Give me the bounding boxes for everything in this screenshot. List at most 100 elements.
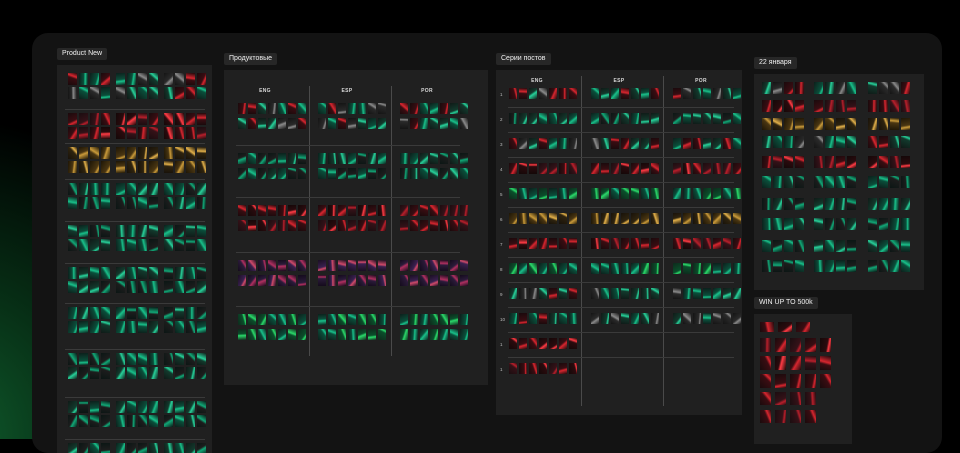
post-thumbnail[interactable]: [368, 275, 376, 286]
post-thumbnail[interactable]: [814, 198, 823, 210]
post-thumbnail[interactable]: [164, 321, 173, 333]
post-thumbnail[interactable]: [631, 163, 639, 174]
post-thumbnail[interactable]: [186, 307, 195, 319]
post-thumbnail[interactable]: [450, 153, 458, 164]
post-thumbnail[interactable]: [569, 288, 577, 299]
post-thumbnail[interactable]: [683, 188, 691, 199]
post-thumbnail[interactable]: [509, 163, 517, 174]
post-thumbnail[interactable]: [825, 82, 834, 94]
post-thumbnail[interactable]: [68, 197, 77, 209]
post-thumbnail[interactable]: [101, 401, 110, 413]
post-thumbnail[interactable]: [378, 103, 386, 114]
post-thumbnail[interactable]: [68, 443, 77, 453]
post-thumbnail[interactable]: [784, 136, 793, 148]
post-thumbnail[interactable]: [519, 213, 527, 224]
post-thumbnail[interactable]: [559, 138, 567, 149]
post-thumbnail[interactable]: [268, 205, 276, 216]
post-thumbnail[interactable]: [420, 329, 428, 340]
post-thumbnail[interactable]: [116, 443, 125, 453]
post-thumbnail[interactable]: [400, 205, 408, 216]
post-thumbnail[interactable]: [847, 260, 856, 272]
post-thumbnail[interactable]: [90, 353, 99, 365]
post-thumbnail[interactable]: [164, 113, 173, 125]
post-thumbnail[interactable]: [825, 136, 834, 148]
post-thumbnail[interactable]: [378, 314, 386, 325]
post-thumbnail[interactable]: [149, 443, 158, 453]
post-thumbnail[interactable]: [101, 307, 110, 319]
post-thumbnail[interactable]: [539, 338, 547, 349]
post-thumbnail[interactable]: [631, 113, 639, 124]
post-thumbnail[interactable]: [238, 168, 246, 179]
post-thumbnail[interactable]: [368, 103, 376, 114]
post-thumbnail[interactable]: [410, 205, 418, 216]
post-thumbnail[interactable]: [796, 322, 810, 332]
post-thumbnail[interactable]: [549, 288, 557, 299]
post-thumbnail[interactable]: [79, 161, 88, 173]
post-thumbnail[interactable]: [197, 401, 206, 413]
post-thumbnail[interactable]: [762, 198, 771, 210]
post-thumbnail[interactable]: [79, 281, 88, 293]
post-thumbnail[interactable]: [591, 313, 599, 324]
post-thumbnail[interactable]: [569, 138, 577, 149]
post-thumbnail[interactable]: [127, 321, 136, 333]
post-thumbnail[interactable]: [410, 153, 418, 164]
post-thumbnail[interactable]: [328, 205, 336, 216]
post-thumbnail[interactable]: [529, 213, 537, 224]
post-thumbnail[interactable]: [559, 363, 567, 374]
post-thumbnail[interactable]: [175, 401, 184, 413]
post-thumbnail[interactable]: [328, 168, 336, 179]
post-thumbnail[interactable]: [460, 260, 468, 271]
post-thumbnail[interactable]: [358, 118, 366, 129]
post-thumbnail[interactable]: [723, 138, 731, 149]
post-thumbnail[interactable]: [683, 138, 691, 149]
post-thumbnail[interactable]: [631, 213, 639, 224]
post-thumbnail[interactable]: [569, 113, 577, 124]
design-canvas[interactable]: Product New Продуктовые ENG ESP POR Сери…: [32, 33, 942, 453]
post-thumbnail[interactable]: [868, 118, 877, 130]
post-thumbnail[interactable]: [238, 329, 246, 340]
post-thumbnail[interactable]: [127, 87, 136, 99]
post-thumbnail[interactable]: [258, 220, 266, 231]
post-thumbnail[interactable]: [549, 263, 557, 274]
post-thumbnail[interactable]: [805, 356, 816, 370]
post-thumbnail[interactable]: [713, 238, 721, 249]
post-thumbnail[interactable]: [641, 188, 649, 199]
post-thumbnail[interactable]: [318, 103, 326, 114]
post-thumbnail[interactable]: [238, 205, 246, 216]
post-thumbnail[interactable]: [186, 415, 195, 427]
post-thumbnail[interactable]: [90, 367, 99, 379]
post-thumbnail[interactable]: [138, 225, 147, 237]
post-thumbnail[interactable]: [549, 138, 557, 149]
post-thumbnail[interactable]: [238, 275, 246, 286]
post-thumbnail[interactable]: [805, 410, 816, 423]
post-thumbnail[interactable]: [197, 225, 206, 237]
post-thumbnail[interactable]: [784, 240, 793, 252]
post-thumbnail[interactable]: [278, 329, 286, 340]
post-thumbnail[interactable]: [703, 288, 711, 299]
post-thumbnail[interactable]: [773, 156, 782, 168]
post-thumbnail[interactable]: [631, 188, 639, 199]
post-thumbnail[interactable]: [569, 188, 577, 199]
post-thumbnail[interactable]: [164, 147, 173, 159]
post-thumbnail[interactable]: [890, 118, 899, 130]
post-thumbnail[interactable]: [164, 183, 173, 195]
post-thumbnail[interactable]: [410, 103, 418, 114]
post-thumbnail[interactable]: [591, 238, 599, 249]
post-thumbnail[interactable]: [138, 73, 147, 85]
post-thumbnail[interactable]: [127, 443, 136, 453]
post-thumbnail[interactable]: [318, 220, 326, 231]
post-thumbnail[interactable]: [278, 275, 286, 286]
post-thumbnail[interactable]: [641, 263, 649, 274]
post-thumbnail[interactable]: [328, 220, 336, 231]
post-thumbnail[interactable]: [529, 163, 537, 174]
post-thumbnail[interactable]: [175, 321, 184, 333]
post-thumbnail[interactable]: [539, 138, 547, 149]
post-thumbnail[interactable]: [847, 218, 856, 230]
post-thumbnail[interactable]: [410, 118, 418, 129]
post-thumbnail[interactable]: [549, 213, 557, 224]
post-thumbnail[interactable]: [258, 168, 266, 179]
post-thumbnail[interactable]: [879, 136, 888, 148]
post-thumbnail[interactable]: [539, 238, 547, 249]
post-thumbnail[interactable]: [127, 267, 136, 279]
post-thumbnail[interactable]: [901, 240, 910, 252]
